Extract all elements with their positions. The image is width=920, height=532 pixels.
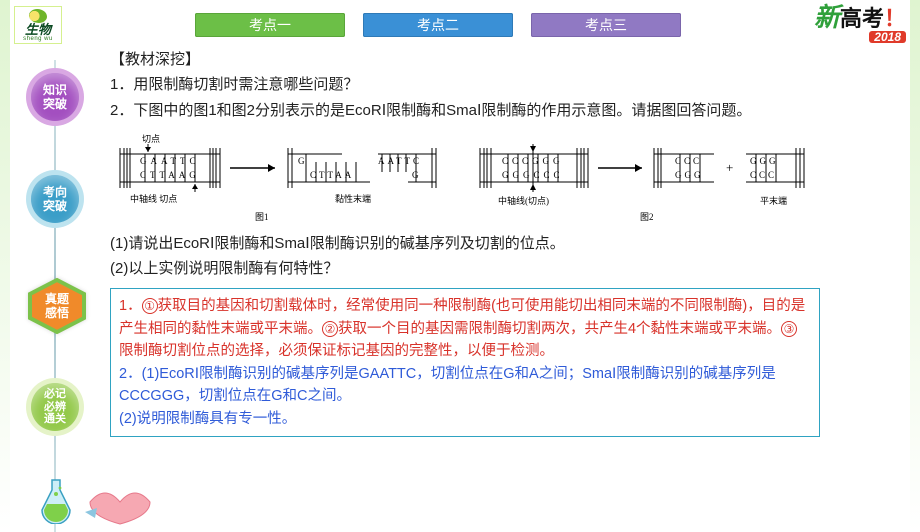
answer-box: 1．①获取目的基因和切割载体时，经常使用同一种限制酶(也可使用能切出相同末端的不… [110, 288, 820, 437]
fig1-left-top: GAATTC [140, 156, 200, 166]
fig2-endlabel: 平末端 [760, 195, 787, 206]
nav-item-knowledge[interactable]: 知识 突破 [26, 68, 84, 126]
nav-item-label: 知识 突破 [31, 73, 79, 121]
subquestion-1: (1)请说出EcoRⅠ限制酶和SmaⅠ限制酶识别的碱基序列及切割的位点。 [110, 232, 820, 255]
figure-1: 切点 GAATTC [110, 132, 440, 224]
fig2-mid-bot: GGG [675, 170, 704, 180]
fig2-caption: 图2 [640, 212, 654, 222]
fig1-cut-top: 切点 [142, 134, 160, 144]
top-bar: 生物 sheng wu 考点一 考点二 考点三 新高考！ 2018 [0, 0, 920, 44]
fig1-endlabel: 黏性末端 [335, 193, 371, 204]
logo-pinyin: sheng wu [23, 36, 53, 42]
question-2: 2．下图中的图1和图2分别表示的是EcoRⅠ限制酶和SmaⅠ限制酶的作用示意图。… [110, 99, 820, 122]
fig2-mid-top: CCC [675, 156, 702, 166]
fig2-plus: + [726, 160, 733, 175]
subquestion-2: (2)以上实例说明限制酶有何特性？ [110, 257, 820, 280]
brand-excl: ！ [884, 6, 906, 31]
brand-badge: 新高考！ 2018 [814, 6, 906, 44]
nav-item-pastpaper[interactable]: 真题 感悟 [26, 278, 88, 334]
svg-text:G: G [412, 170, 419, 180]
answer-1-part2: 获取一个目的基因需限制酶切割两次，共产生4个黏性末端或平末端。 [338, 321, 781, 337]
nav-item-label: 考向 突破 [31, 175, 79, 223]
leaf-icon [29, 9, 47, 23]
fig2-r-top: GGG [750, 156, 779, 166]
fig2-r-bot: CCC [750, 170, 777, 180]
fig1-left-bot: CTTAAG [140, 170, 200, 180]
answer-2b: (2)说明限制酶具有专一性。 [119, 408, 811, 430]
circled-1: ① [142, 298, 158, 314]
brand-year: 2018 [869, 31, 906, 44]
question-1: 1．用限制酶切割时需注意哪些问题？ [110, 73, 820, 96]
brand-xin: 新 [814, 3, 840, 32]
figure-row: 切点 GAATTC [110, 132, 820, 224]
answer-2: 2．(1)EcoRⅠ限制酶识别的碱基序列是GAATTC，切割位点在G和A之间；S… [119, 363, 811, 408]
circled-3: ③ [781, 321, 797, 337]
tab-topic-1[interactable]: 考点一 [195, 13, 345, 37]
tab-topic-3[interactable]: 考点三 [531, 13, 681, 37]
figure-2: CCC GGG GGG CCC 中轴线(切点) 图2 [470, 132, 810, 224]
main-content: 【教材深挖】 1．用限制酶切割时需注意哪些问题？ 2．下图中的图1和图2分别表示… [110, 48, 820, 524]
nav-item-label: 必记 必辨 通关 [31, 383, 79, 431]
brand-gaokao: 高考 [840, 6, 884, 31]
fig2-axis: 中轴线(切点) [498, 195, 549, 206]
fig1-caption: 图1 [255, 212, 269, 222]
svg-text:AATTC: AATTC [378, 156, 422, 166]
logo-cn: 生物 [25, 23, 51, 36]
nav-item-mustknow[interactable]: 必记 必辨 通关 [26, 378, 84, 436]
fig1-axis: 中轴线 切点 [130, 193, 177, 204]
answer-1-lead: 1． [119, 298, 142, 314]
nav-item-direction[interactable]: 考向 突破 [26, 170, 84, 228]
section-heading: 【教材深挖】 [110, 48, 820, 71]
answer-2-part1: (1)EcoRⅠ限制酶识别的碱基序列是GAATTC，切割位点在G和A之间；Sma… [119, 366, 776, 404]
answer-2-lead: 2． [119, 366, 142, 382]
left-nav: 知识 突破 考向 突破 真题 感悟 必记 必辨 通关 [16, 60, 96, 532]
topic-tabs: 考点一 考点二 考点三 [74, 13, 802, 37]
svg-text:CTTAA: CTTAA [310, 170, 354, 180]
answer-1-part3: 限制酶切割位点的选择，必须保证标记基因的完整性，以便于检测。 [119, 343, 554, 359]
circled-2: ② [322, 321, 338, 337]
svg-text:G: G [298, 156, 305, 166]
answer-1: 1．①获取目的基因和切割载体时，经常使用同一种限制酶(也可使用能切出相同末端的不… [119, 295, 811, 362]
tab-topic-2[interactable]: 考点二 [363, 13, 513, 37]
subject-logo: 生物 sheng wu [14, 6, 62, 44]
nav-item-label: 真题 感悟 [26, 278, 88, 334]
flask-icon [36, 476, 76, 524]
